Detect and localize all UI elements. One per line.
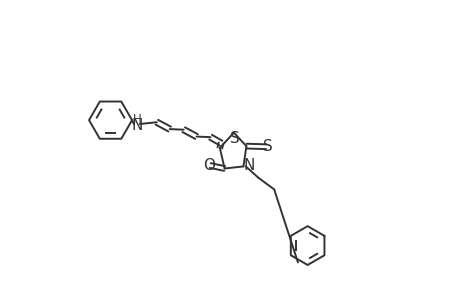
Text: H: H	[132, 113, 141, 126]
Text: O: O	[203, 158, 215, 173]
Text: N: N	[131, 118, 142, 133]
Text: N: N	[243, 158, 254, 173]
Text: S: S	[230, 131, 240, 146]
Text: S: S	[263, 139, 272, 154]
